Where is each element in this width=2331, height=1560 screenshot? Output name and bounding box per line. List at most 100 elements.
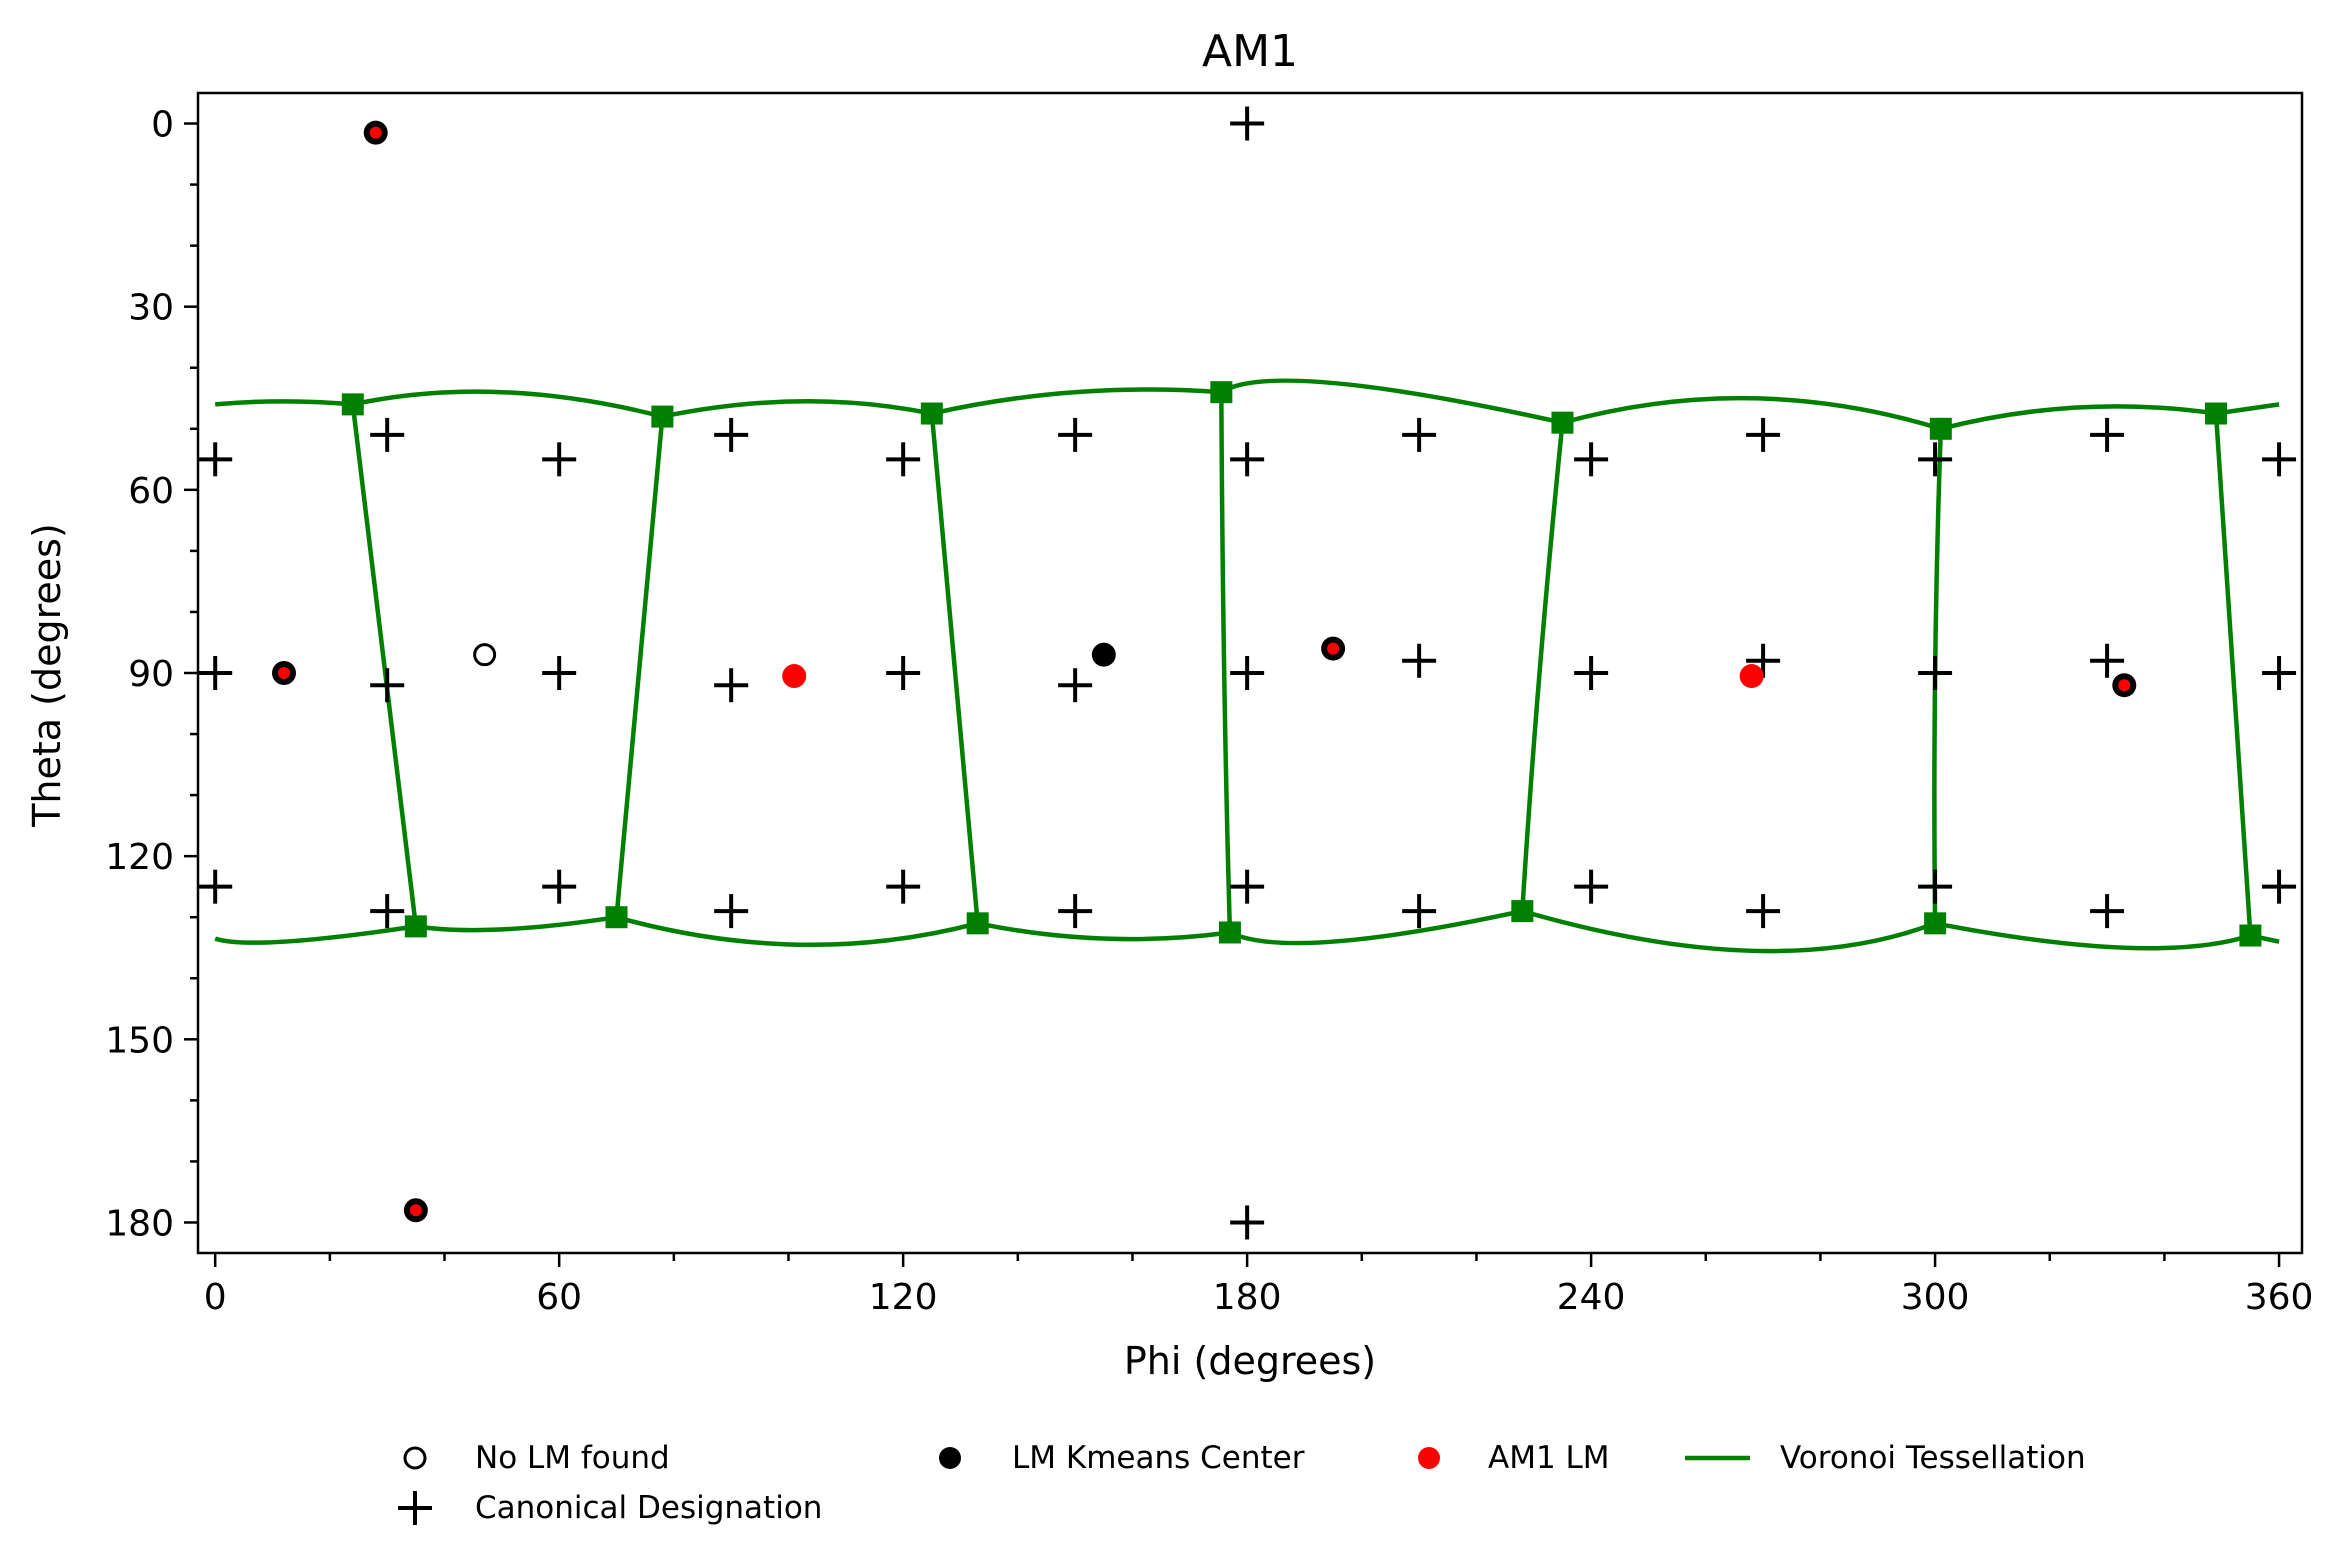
canonical-designation-marker xyxy=(1230,869,1265,904)
voronoi-vertex xyxy=(651,405,674,428)
am1-lm-marker xyxy=(1327,642,1340,655)
am1-lm-marker xyxy=(1739,664,1764,689)
canonical-designation-marker xyxy=(2262,442,2297,477)
canonical-designation-marker xyxy=(714,417,749,452)
canonical-designation-marker xyxy=(2262,656,2297,690)
voronoi-vertex xyxy=(404,915,427,938)
canonical-designation-marker xyxy=(542,656,577,690)
canonical-designation-marker xyxy=(1230,656,1265,690)
x-tick-label: 300 xyxy=(1901,1277,1970,1318)
canonical-designation-marker xyxy=(2262,869,2297,904)
voronoi-edge xyxy=(615,915,979,947)
voronoi-vertex xyxy=(341,393,364,416)
voronoi-edge xyxy=(929,413,980,924)
y-axis-label: Theta (degrees) xyxy=(25,523,69,828)
voronoi-vertex xyxy=(1218,921,1241,944)
x-axis: 0 60 120 180 240 300 360 xyxy=(204,1253,2314,1318)
y-tick-label: 60 xyxy=(128,471,174,512)
legend-no-lm-label: No LM found xyxy=(475,1440,670,1476)
x-tick-label: 360 xyxy=(2245,1277,2314,1318)
y-tick-label: 30 xyxy=(128,288,174,329)
am1-lm-marker xyxy=(409,1204,422,1217)
voronoi-edge xyxy=(1228,908,1523,946)
y-tick-label: 180 xyxy=(105,1203,174,1244)
voronoi-vertex xyxy=(605,906,628,929)
voronoi-edge xyxy=(415,914,617,933)
am1-lm-marker xyxy=(369,126,382,139)
canonical-designation-marker xyxy=(198,656,233,690)
x-tick-label: 180 xyxy=(1213,1277,1282,1318)
voronoi-vertex xyxy=(1929,417,1952,440)
voronoi-edge xyxy=(1934,921,2252,951)
y-tick-label: 0 xyxy=(151,105,174,146)
canonical-designation-marker xyxy=(886,656,921,690)
legend: No LM found LM Kmeans Center AM1 LM Voro… xyxy=(398,1440,2086,1526)
voronoi-edge xyxy=(931,387,1222,416)
canonical-designation-marker xyxy=(1746,643,1781,678)
plot-area xyxy=(198,106,2297,1240)
y-tick-label: 90 xyxy=(128,654,174,695)
canonical-designation-marker xyxy=(542,869,577,904)
canonical-designation-marker xyxy=(1230,442,1265,477)
canonical-designation-marker xyxy=(1058,417,1093,452)
voronoi-vertex xyxy=(966,912,989,935)
x-tick-label: 0 xyxy=(204,1277,227,1318)
voronoi-edge xyxy=(1219,392,1233,933)
voronoi-edge xyxy=(214,924,417,945)
canonical-designation-marker xyxy=(1746,894,1781,929)
voronoi-vertex xyxy=(1924,912,1947,935)
voronoi-edge xyxy=(2213,413,2253,936)
voronoi-edge xyxy=(977,921,1231,942)
canonical-designation-marker xyxy=(1918,656,1953,690)
canonical-designation-marker xyxy=(886,869,921,904)
lm-kmeans-center-marker xyxy=(1091,642,1116,667)
canonical-designation-marker xyxy=(370,894,405,929)
canonical-designation-marker xyxy=(1402,643,1437,678)
canonical-designation-marker xyxy=(370,668,405,703)
chart-title: AM1 xyxy=(1202,26,1298,77)
canonical-designation-marker xyxy=(2090,894,2125,929)
x-axis-label: Phi (degrees) xyxy=(1124,1339,1376,1383)
voronoi-vertex xyxy=(2205,402,2228,425)
canonical-designation-marker xyxy=(1058,894,1093,929)
legend-am1-label: AM1 LM xyxy=(1488,1440,1610,1476)
legend-kmeans-marker xyxy=(939,1447,961,1469)
voronoi-edge xyxy=(1521,908,1936,954)
canonical-designation-marker xyxy=(198,442,233,477)
legend-voronoi-label: Voronoi Tessellation xyxy=(1780,1440,2086,1476)
x-tick-label: 120 xyxy=(869,1277,938,1318)
canonical-designation-marker xyxy=(1746,417,1781,452)
canonical-designation-marker xyxy=(714,668,749,703)
am1-lm-marker xyxy=(2118,679,2131,692)
voronoi-edge xyxy=(661,399,933,419)
voronoi-vertex xyxy=(1210,381,1233,404)
voronoi-edge xyxy=(1520,422,1565,912)
canonical-designation-marker xyxy=(1058,668,1093,703)
voronoi-edge xyxy=(352,389,663,419)
y-tick-label: 150 xyxy=(105,1020,174,1061)
legend-canonical-label: Canonical Designation xyxy=(475,1490,822,1526)
voronoi-edge xyxy=(1561,395,1942,431)
canonical-designation-marker xyxy=(370,417,405,452)
legend-kmeans-label: LM Kmeans Center xyxy=(1012,1440,1305,1476)
no-lm-found-marker xyxy=(473,643,497,667)
voronoi-vertex xyxy=(2239,924,2262,947)
x-tick-label: 240 xyxy=(1557,1277,1626,1318)
canonical-designation-marker xyxy=(542,442,577,477)
legend-am1-marker xyxy=(1418,1447,1440,1469)
canonical-designation-marker xyxy=(1574,656,1609,690)
canonical-designation-marker xyxy=(886,442,921,477)
canonical-designation-marker xyxy=(1230,106,1265,141)
am1-lm-marker xyxy=(277,667,290,679)
voronoi-edge xyxy=(1940,404,2217,431)
canonical-designation-marker xyxy=(1402,894,1437,929)
canonical-designation-marker xyxy=(1918,442,1953,477)
y-axis: 0 30 60 90 120 150 180 xyxy=(105,105,198,1244)
am1-lm-marker xyxy=(782,664,807,689)
legend-canonical-marker xyxy=(398,1491,432,1525)
canonical-designation-marker xyxy=(1918,869,1953,904)
canonical-designation-marker xyxy=(2090,417,2125,452)
voronoi-edge xyxy=(614,416,665,918)
